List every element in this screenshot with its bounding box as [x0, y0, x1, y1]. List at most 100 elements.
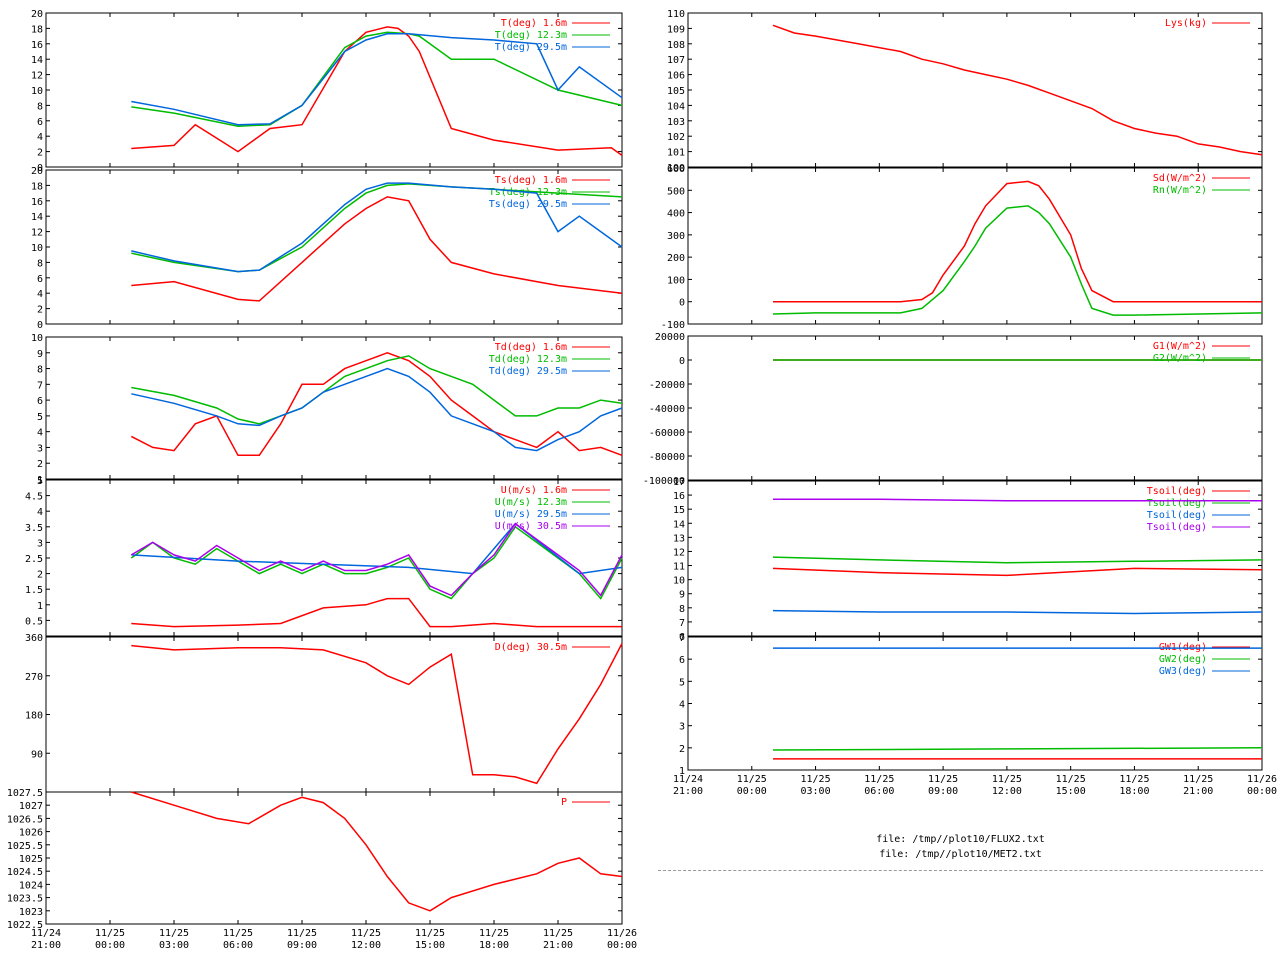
series-line-Rad-0	[773, 180, 1262, 303]
series-line-Rad-1	[772, 205, 1263, 316]
ytick-label: 8	[37, 258, 43, 269]
xtick-label: 09:00	[287, 940, 317, 951]
ytick-label: 100	[667, 275, 685, 286]
ytick-label: 8	[37, 365, 43, 376]
plot-frame-D	[45, 636, 623, 793]
series-line-T-2	[131, 33, 623, 126]
ytick-label: 100	[667, 163, 685, 174]
xtick-label: 11/25	[737, 774, 767, 785]
ytick-label: 16	[31, 40, 43, 51]
xtick-label: 11/25	[1056, 774, 1086, 785]
ytick-label: 107	[667, 55, 685, 66]
ytick-label: 101	[667, 148, 685, 159]
xtick-label: 11/25	[95, 928, 125, 939]
ytick-label: 8	[679, 604, 685, 615]
ytick-label: 4	[37, 507, 43, 518]
series-line-D-0	[131, 643, 623, 785]
xtick-label: 11/25	[801, 774, 831, 785]
legend-label: Tsoil(deg)	[1147, 498, 1207, 509]
ytick-label: -20000	[649, 380, 685, 391]
xtick-label: 21:00	[31, 940, 61, 951]
xtick-label: 00:00	[1247, 786, 1277, 797]
ytick-label: 1025	[19, 854, 43, 865]
ytick-label: 11	[673, 562, 685, 573]
ytick-label: 6	[37, 117, 43, 128]
xtick-label: 18:00	[479, 940, 509, 951]
xtick-label: 12:00	[351, 940, 381, 951]
xtick-label: 11/24	[31, 928, 61, 939]
xtick-label: 11/25	[864, 774, 894, 785]
ytick-label: -80000	[649, 452, 685, 463]
ytick-label: 7	[37, 380, 43, 391]
xtick-label: 11/25	[223, 928, 253, 939]
plot-frame-Rad	[687, 167, 1263, 325]
ytick-label: 1.5	[25, 585, 43, 596]
xtick-label: 15:00	[1056, 786, 1086, 797]
series-line-Tsoil-0	[772, 567, 1263, 577]
xtick-label: 11/26	[607, 928, 637, 939]
ytick-label: 16	[31, 197, 43, 208]
ytick-label: 2	[679, 744, 685, 755]
legend-label: Td(deg) 1.6m	[495, 342, 567, 353]
ytick-label: 20	[31, 166, 43, 177]
ytick-label: 2.5	[25, 554, 43, 565]
ytick-label: 3	[37, 443, 43, 454]
series-line-Td-2	[131, 367, 623, 452]
ytick-label: 12	[31, 228, 43, 239]
ytick-label: 105	[667, 86, 685, 97]
legend-label: T(deg) 1.6m	[501, 18, 567, 29]
ytick-label: 4	[37, 428, 43, 439]
ytick-label: 4	[37, 132, 43, 143]
legend-label: Td(deg) 12.3m	[489, 354, 567, 365]
xtick-label: 21:00	[1183, 786, 1213, 797]
ytick-label: 0	[37, 320, 43, 331]
ytick-label: 1024	[19, 880, 43, 891]
xtick-label: 11/25	[479, 928, 509, 939]
ytick-label: -100000	[643, 476, 685, 487]
series-line-Tsoil-1	[772, 556, 1263, 564]
ytick-label: 1022.5	[7, 920, 43, 931]
xtick-label: 06:00	[223, 940, 253, 951]
legend-label: U(m/s) 30.5m	[495, 521, 567, 532]
ytick-label: 1	[679, 766, 685, 777]
ytick-label: 14	[673, 519, 685, 530]
xtick-label: 00:00	[607, 940, 637, 951]
ytick-label: 180	[25, 711, 43, 722]
xtick-label: 12:00	[992, 786, 1022, 797]
xtick-label: 00:00	[95, 940, 125, 951]
xtick-label: 18:00	[1119, 786, 1149, 797]
ytick-label: 20	[31, 9, 43, 20]
series-line-Td-0	[130, 352, 623, 457]
series-line-Tsoil-2	[772, 609, 1263, 615]
ytick-label: 2	[37, 305, 43, 316]
ytick-label: 109	[667, 24, 685, 35]
file-label-flux: file: /tmp//plot10/FLUX2.txt	[876, 834, 1045, 845]
file-label-met: file: /tmp//plot10/MET2.txt	[879, 849, 1042, 860]
xtick-label: 11/25	[351, 928, 381, 939]
ytick-label: 90	[31, 749, 43, 760]
ytick-label: 3	[37, 538, 43, 549]
ytick-label: 1027.5	[7, 788, 43, 799]
legend-label: Tsoil(deg)	[1147, 510, 1207, 521]
xtick-label: 11/25	[159, 928, 189, 939]
legend-label: U(m/s) 1.6m	[501, 485, 567, 496]
ytick-label: 1025.5	[7, 841, 43, 852]
separator-line	[658, 870, 1263, 871]
ytick-label: -60000	[649, 428, 685, 439]
plot-frame-Tsoil	[687, 480, 1263, 637]
ytick-label: 0	[679, 356, 685, 367]
ytick-label: 12	[673, 547, 685, 558]
xtick-label: 09:00	[928, 786, 958, 797]
ytick-label: 10	[31, 86, 43, 97]
xtick-label: 11/25	[543, 928, 573, 939]
legend-label: U(m/s) 12.3m	[495, 497, 567, 508]
series-line-Ts-0	[131, 196, 623, 302]
legend-label: GW2(deg)	[1159, 654, 1207, 665]
ytick-label: 1023	[19, 907, 43, 918]
xtick-label: 11/25	[415, 928, 445, 939]
ytick-label: 14	[31, 55, 43, 66]
ytick-label: 16	[673, 491, 685, 502]
ytick-label: 6	[679, 632, 685, 643]
ytick-label: 4	[37, 289, 43, 300]
